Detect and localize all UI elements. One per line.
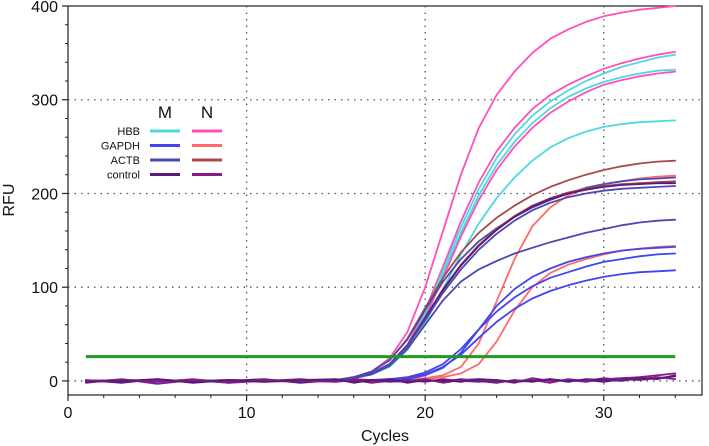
series-line-21 — [85, 374, 677, 384]
y-tick-label: 400 — [31, 0, 58, 16]
x-tick-label: 10 — [238, 405, 256, 422]
legend: M N HBB GAPDH ACTB control — [101, 103, 222, 182]
x-tick-label: 30 — [595, 405, 613, 422]
x-tick-label: 20 — [416, 405, 434, 422]
y-tick-label: 100 — [31, 280, 58, 297]
gridlines — [68, 6, 702, 395]
series-line-9 — [85, 176, 677, 382]
y-tick-label: 300 — [31, 93, 58, 110]
y-tick-label: 200 — [31, 186, 58, 203]
legend-label: control — [107, 170, 140, 182]
series-line-5 — [85, 70, 677, 382]
series-line-4 — [85, 68, 677, 382]
x-tick-label: 0 — [64, 405, 73, 422]
legend-label: ACTB — [111, 155, 140, 167]
legend-label: HBB — [117, 126, 140, 138]
x-axis-title: Cycles — [361, 428, 409, 445]
series-line-3 — [85, 53, 677, 383]
legend-column-header: N — [201, 103, 213, 122]
series-line-12 — [85, 185, 677, 382]
series-line-16 — [85, 252, 677, 382]
legend-column-header: M — [158, 103, 172, 122]
series-line-2 — [85, 51, 677, 383]
legend-label: GAPDH — [101, 141, 140, 153]
series-line-8 — [85, 174, 677, 383]
series-line-11 — [85, 182, 677, 382]
series-layer — [85, 5, 677, 385]
y-axis-title: RFU — [1, 184, 18, 217]
plot-frame — [67, 5, 703, 396]
y-tick-label: 0 — [49, 374, 58, 391]
